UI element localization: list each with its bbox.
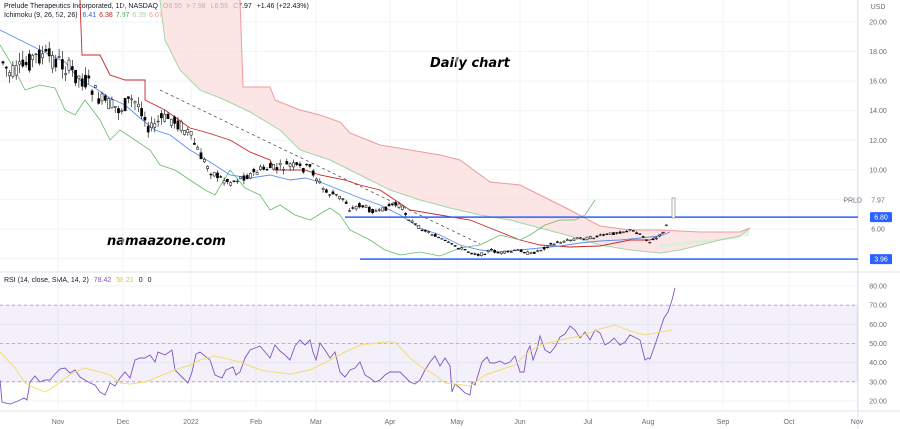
svg-text:40.00: 40.00 — [869, 360, 887, 367]
svg-text:Nov: Nov — [52, 419, 65, 426]
ohlc-close: C7.97 — [233, 3, 252, 10]
svg-text:PRLD: PRLD — [843, 197, 862, 204]
ichimoku-value-4: 6.07 — [149, 12, 163, 19]
svg-text:3.96: 3.96 — [874, 257, 888, 264]
svg-text:14.00: 14.00 — [869, 108, 887, 115]
svg-text:Feb: Feb — [250, 419, 262, 426]
svg-text:10.00: 10.00 — [869, 167, 887, 174]
svg-text:80.00: 80.00 — [869, 284, 887, 291]
svg-text:30.00: 30.00 — [869, 379, 887, 386]
rsi-legend[interactable]: RSI (14, close, SMA, 14, 2) 78.42 58.21 … — [4, 277, 155, 284]
symbol-title: Prelude Therapeutics Incorporated, 1D, N… — [4, 3, 158, 10]
axes: USD 20.00 18.00 16.00 14.00 12.00 10.00 6.00 PRL… — [52, 4, 892, 426]
svg-text:Nov: Nov — [851, 419, 864, 426]
ohlc-change: +1.46 (+22.43%) — [256, 3, 309, 10]
rsi-extra-1: 0 — [138, 277, 143, 284]
svg-text:18.00: 18.00 — [869, 49, 887, 56]
watermark-text: namaazone.com — [107, 234, 226, 249]
svg-text:Mar: Mar — [310, 419, 323, 426]
svg-text:16.00: 16.00 — [869, 79, 887, 86]
svg-text:Jul: Jul — [584, 419, 593, 426]
rsi-value: 78.42 — [93, 277, 112, 284]
candlesticks — [1, 41, 676, 257]
svg-text:Aug: Aug — [642, 419, 655, 426]
svg-text:7.97: 7.97 — [871, 197, 885, 204]
svg-text:Oct: Oct — [784, 419, 795, 426]
svg-text:USD: USD — [871, 4, 886, 11]
svg-text:May: May — [450, 419, 464, 426]
ichimoku-value-0: 6.41 — [82, 12, 97, 19]
svg-text:Dec: Dec — [117, 419, 130, 426]
svg-text:12.00: 12.00 — [869, 138, 887, 145]
rsi-sma-value: 58.21 — [116, 277, 134, 284]
rsi-label: RSI (14, close, SMA, 14, 2) — [4, 277, 89, 284]
ichimoku-cloud — [159, 0, 751, 254]
ichimoku-value-3: 6.39 — [132, 12, 146, 19]
svg-text:60.00: 60.00 — [869, 322, 887, 329]
rsi-pane — [0, 287, 858, 405]
svg-text:20.00: 20.00 — [869, 399, 887, 406]
svg-text:50.00: 50.00 — [869, 341, 887, 348]
svg-text:70.00: 70.00 — [869, 303, 887, 310]
ichimoku-label: Ichimoku (9, 26, 52, 26) — [4, 12, 78, 19]
indicator-lines — [0, 0, 858, 260]
svg-text:2022: 2022 — [183, 419, 199, 426]
svg-text:20.00: 20.00 — [869, 20, 887, 27]
svg-text:Jun: Jun — [514, 419, 525, 426]
svg-text:6.80: 6.80 — [874, 215, 888, 222]
svg-text:Apr: Apr — [385, 419, 397, 426]
chart-annotation-title: Daily chart — [430, 56, 510, 71]
svg-text:6.00: 6.00 — [871, 227, 885, 234]
ichimoku-value-1: 6.38 — [99, 12, 113, 19]
rsi-extra-2: 0 — [147, 277, 152, 284]
svg-text:Sep: Sep — [717, 419, 730, 426]
